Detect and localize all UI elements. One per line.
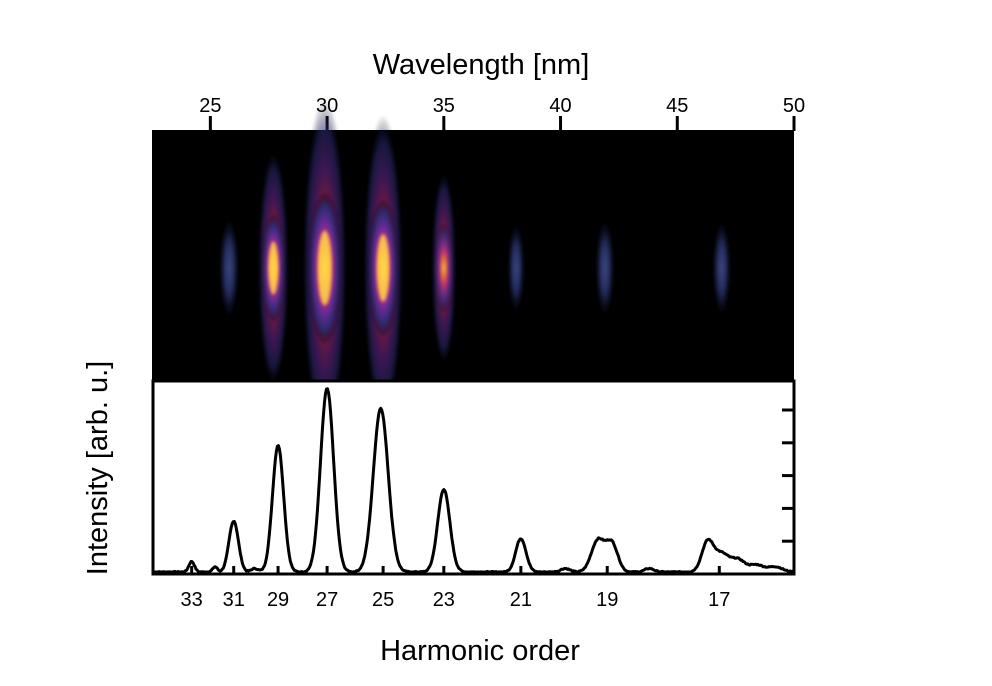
harmonic-spot (363, 114, 403, 422)
harmonic-spot (507, 219, 526, 317)
x-axis-title-harmonic-order: Harmonic order (380, 635, 580, 667)
spectrum-image-background (152, 130, 794, 381)
harmonic-tick-label: 27 (316, 589, 338, 611)
wavelength-tick-label: 50 (783, 95, 805, 117)
wavelength-tick-label: 35 (433, 95, 455, 117)
intensity-ticks (782, 408, 794, 543)
harmonic-spot (258, 147, 289, 389)
harmonic-tick-label: 25 (372, 589, 394, 611)
x-axis-title-wavelength: Wavelength [nm] (373, 49, 590, 81)
wavelength-tick-label: 45 (666, 95, 688, 117)
y-axis-title-intensity: Intensity [arb. u.] (82, 361, 114, 575)
spot-halo (711, 216, 732, 320)
harmonic-spot (218, 213, 240, 323)
harmonic-tick-label: 29 (267, 589, 289, 611)
spot-peak (317, 230, 332, 306)
wavelength-ticks: 253035404550 (199, 95, 805, 131)
lineout-plot-frame (151, 379, 796, 576)
spot-core (435, 223, 453, 313)
harmonic-spot (711, 216, 732, 320)
harmonic-spot (431, 169, 456, 367)
spot-halo (507, 219, 526, 317)
harmonic-order-ticks: 33 31 29 27 25 23 21 19 17 (181, 566, 730, 611)
wavelength-tick-label: 25 (199, 95, 221, 117)
spot-peak (268, 241, 279, 295)
intensity-lineout-curve (151, 387, 795, 574)
spot-halo (218, 213, 240, 323)
harmonic-tick-label: 33 (181, 589, 203, 611)
harmonic-spot (594, 214, 615, 322)
wavelength-tick-label: 40 (549, 95, 571, 117)
harmonic-spots (218, 98, 732, 438)
harmonic-spot (302, 98, 347, 438)
harmonic-tick-label: 21 (510, 589, 532, 611)
harmonic-tick-label: 19 (596, 589, 618, 611)
harmonic-tick-label: 23 (433, 589, 455, 611)
harmonic-tick-label: 31 (223, 589, 245, 611)
spot-peak (376, 234, 390, 302)
harmonic-tick-label: 17 (708, 589, 730, 611)
spot-halo (594, 214, 615, 322)
